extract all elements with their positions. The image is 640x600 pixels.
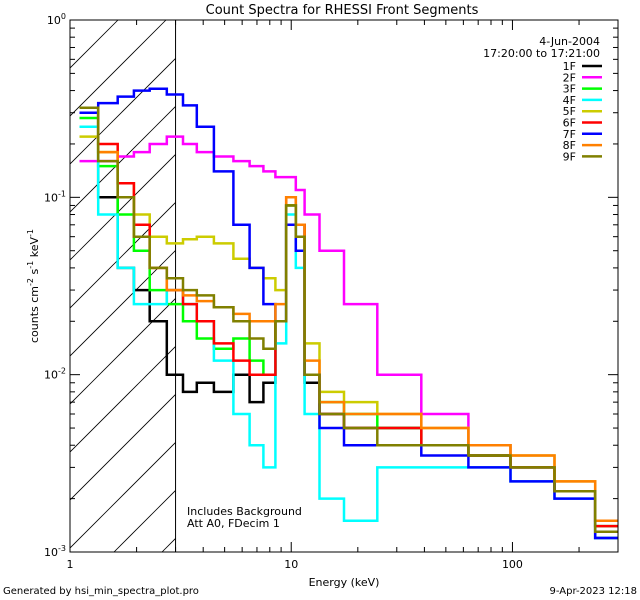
legend-label: 5F <box>563 105 576 118</box>
chart-title: Count Spectra for RHESSI Front Segments <box>206 3 479 18</box>
hatch-line <box>70 201 176 309</box>
hatch-line <box>70 441 176 549</box>
hatch-line <box>70 249 176 357</box>
hatch-line <box>450 20 640 552</box>
hatch-line <box>70 20 119 69</box>
legend-label: 9F <box>563 150 576 163</box>
plot-frame <box>69 19 619 553</box>
y-tick-label: 10-2 <box>44 367 66 382</box>
series-line-6F <box>79 111 618 528</box>
time-range-label: 17:20:00 to 17:21:00 <box>483 47 600 60</box>
y-tick-label: 10-3 <box>44 544 66 559</box>
x-tick-label: 100 <box>502 558 523 571</box>
y-tick-label: 10-1 <box>44 189 66 204</box>
series-layer <box>79 87 618 540</box>
footer-timestamp: 9-Apr-2023 12:18 <box>550 586 637 597</box>
series-line-4F <box>79 125 618 540</box>
hatched-region <box>70 20 640 552</box>
legend-label: 8F <box>563 139 576 152</box>
legend-label: 1F <box>563 60 576 73</box>
footer-generated-by: Generated by hsi_min_spectra_plot.pro <box>3 586 199 597</box>
legend-label: 3F <box>563 83 576 96</box>
hatch-line <box>402 20 640 552</box>
y-axis-label: counts cm-2 s-1 keV-1 <box>26 229 41 343</box>
hatch-line <box>70 105 176 213</box>
date-label: 4-Jun-2004 <box>539 35 600 48</box>
x-tick-label: 1 <box>67 558 74 571</box>
x-tick-label: 10 <box>284 558 298 571</box>
hatch-line <box>70 20 167 117</box>
axis-ticks: 1 10 100 10-3 10-2 10-1 100 <box>44 12 619 571</box>
x-axis-label: Energy (keV) <box>309 576 380 589</box>
legend-label: 2F <box>563 71 576 84</box>
hatch-line <box>70 345 176 453</box>
legend-label: 4F <box>563 94 576 107</box>
legend-label: 7F <box>563 128 576 141</box>
hatch-line <box>70 57 176 165</box>
series-line-2F <box>79 135 618 523</box>
series-line-1F <box>79 111 618 540</box>
hatch-line <box>70 297 176 405</box>
hatch-line <box>70 393 176 501</box>
series-line-9F <box>79 106 618 534</box>
y-tick-label: 100 <box>47 12 66 27</box>
legend-label: 6F <box>563 117 576 130</box>
annotation-background: Includes Background <box>187 505 302 518</box>
annotation-attenuator: Att A0, FDecim 1 <box>187 517 280 530</box>
series-line-5F <box>79 135 618 523</box>
